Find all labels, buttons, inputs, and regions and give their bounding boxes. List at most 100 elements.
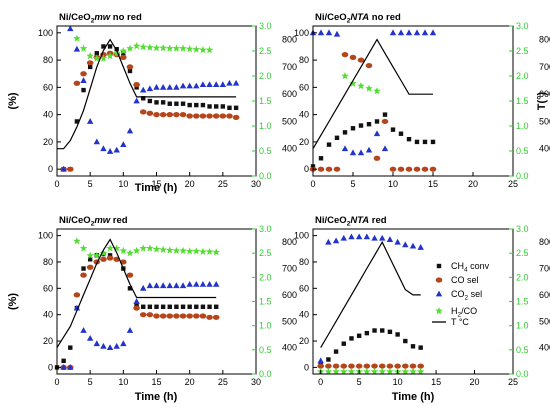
- point-co2-sel: [402, 241, 409, 248]
- point-h2-co: [205, 46, 214, 54]
- y2-tick-label: 1.5: [516, 96, 529, 106]
- legend-item-ch4-conv: CH4 conv: [436, 261, 490, 274]
- series-h2-co: [341, 72, 381, 95]
- point-ch4-conv: [81, 87, 86, 93]
- y2-tick-label: 2.5: [259, 46, 272, 56]
- series-ch4-conv: [318, 328, 423, 367]
- point-co-sel: [429, 166, 437, 172]
- point-co2-sel: [146, 85, 154, 92]
- point-ch4-conv: [160, 304, 166, 309]
- point-ch4-conv: [81, 266, 86, 271]
- point-co2-sel: [405, 29, 413, 36]
- point-ch4-conv: [134, 85, 139, 90]
- point-h2-co: [185, 247, 194, 255]
- point-ch4-conv: [94, 51, 99, 56]
- point-h2-co: [86, 251, 94, 259]
- y3-tick-label: 700: [539, 264, 550, 274]
- x-tick-label: 30: [251, 377, 261, 387]
- y-tick-label: 80: [299, 257, 309, 267]
- point-co-sel: [146, 312, 154, 318]
- point-ch4-conv: [154, 304, 159, 309]
- point-h2-co: [146, 244, 154, 252]
- x-tick-label: 0: [318, 377, 323, 387]
- y-tick-label: 40: [43, 310, 53, 320]
- point-co2-sel: [159, 83, 167, 90]
- point-co-sel: [417, 363, 424, 369]
- y3-tick-label: 800: [539, 237, 550, 247]
- y3-tick-label: 600: [539, 89, 550, 99]
- point-co-sel: [159, 313, 167, 319]
- point-h2-co: [185, 45, 194, 53]
- y-tick-label: 80: [43, 55, 53, 65]
- point-co-sel: [317, 166, 325, 172]
- point-co-sel: [120, 54, 127, 60]
- y2-tick-label: 1.0: [259, 121, 272, 131]
- series-co2-sel: [309, 29, 437, 156]
- point-ch4-conv: [107, 44, 113, 49]
- point-co-sel: [397, 166, 405, 172]
- point-co2-sel: [86, 335, 94, 341]
- point-co2-sel: [186, 82, 193, 89]
- y2-tick-label: 2.5: [259, 248, 272, 258]
- point-h2-co: [112, 244, 121, 252]
- point-ch4-conv: [200, 102, 206, 108]
- point-co-sel: [193, 313, 200, 319]
- point-h2-co: [205, 247, 214, 255]
- panel-title: Ni/CeO2mw red: [59, 215, 128, 228]
- point-h2-co: [212, 248, 220, 256]
- panel-title: Ni/CeO2NTA red: [315, 215, 387, 228]
- point-h2-co: [179, 246, 187, 254]
- series-t-c: [320, 240, 421, 348]
- legend-label: H2/CO: [451, 306, 477, 319]
- point-co2-sel: [381, 145, 389, 152]
- point-ch4-conv: [87, 64, 93, 70]
- point-ch4-conv: [174, 304, 179, 309]
- x-tick-label: 5: [357, 377, 362, 387]
- x-tick-label: 5: [88, 377, 93, 387]
- y3-tick-label: 700: [539, 62, 550, 72]
- point-ch4-conv: [87, 257, 93, 262]
- point-co2-sel: [373, 130, 381, 137]
- point-co2-sel: [394, 238, 401, 245]
- y3-tick-label: 400: [282, 343, 297, 353]
- point-ch4-conv: [127, 286, 133, 291]
- point-co2-sel: [226, 79, 233, 86]
- point-co-sel: [179, 313, 187, 319]
- point-co2-sel: [126, 127, 134, 134]
- point-co-sel: [106, 255, 114, 261]
- panel-bottom-left: 0 5 10 15 20 25 30 0 20 40 60 80 100 0.0 0.5 1.0 1.5 2.0 2…: [38, 215, 297, 387]
- point-co-sel: [381, 118, 389, 125]
- point-h2-co: [347, 367, 356, 375]
- panel-title: Ni/CeO2mw no red: [59, 12, 142, 25]
- legend-label: T °C: [451, 317, 469, 327]
- point-h2-co: [132, 246, 141, 254]
- point-co2-sel: [349, 149, 357, 156]
- y2-tick-label: 2.0: [516, 71, 529, 81]
- point-co-sel: [340, 363, 348, 369]
- point-h2-co: [332, 367, 340, 375]
- point-co2-sel: [93, 138, 100, 145]
- point-co2-sel: [73, 304, 81, 311]
- y-tick-label: 100: [38, 28, 53, 38]
- point-h2-co: [179, 44, 187, 52]
- point-h2-co: [373, 87, 381, 95]
- legend-item-h2co: H2/CO: [435, 306, 477, 319]
- point-h2-co: [119, 47, 128, 55]
- point-co-sel: [349, 54, 357, 60]
- point-co-sel: [357, 57, 365, 63]
- series-t-c: [312, 38, 433, 150]
- point-co2-sel: [206, 280, 213, 287]
- temperature-line: [320, 240, 421, 348]
- y2-tick-label: 1.5: [516, 297, 529, 307]
- x-tick-label: 20: [468, 179, 478, 189]
- y2-tick-label: 3.0: [259, 21, 272, 31]
- x-tick-label: 10: [118, 377, 128, 387]
- point-ch4-conv: [187, 304, 192, 309]
- y3-tick-label: 600: [282, 290, 297, 300]
- point-h2-co: [365, 84, 373, 92]
- plot-frame: [312, 25, 514, 177]
- point-co2-sel: [371, 234, 378, 241]
- y-tick-label: 40: [299, 310, 309, 320]
- legend-item-co2-sel: CO2 sel: [435, 289, 482, 302]
